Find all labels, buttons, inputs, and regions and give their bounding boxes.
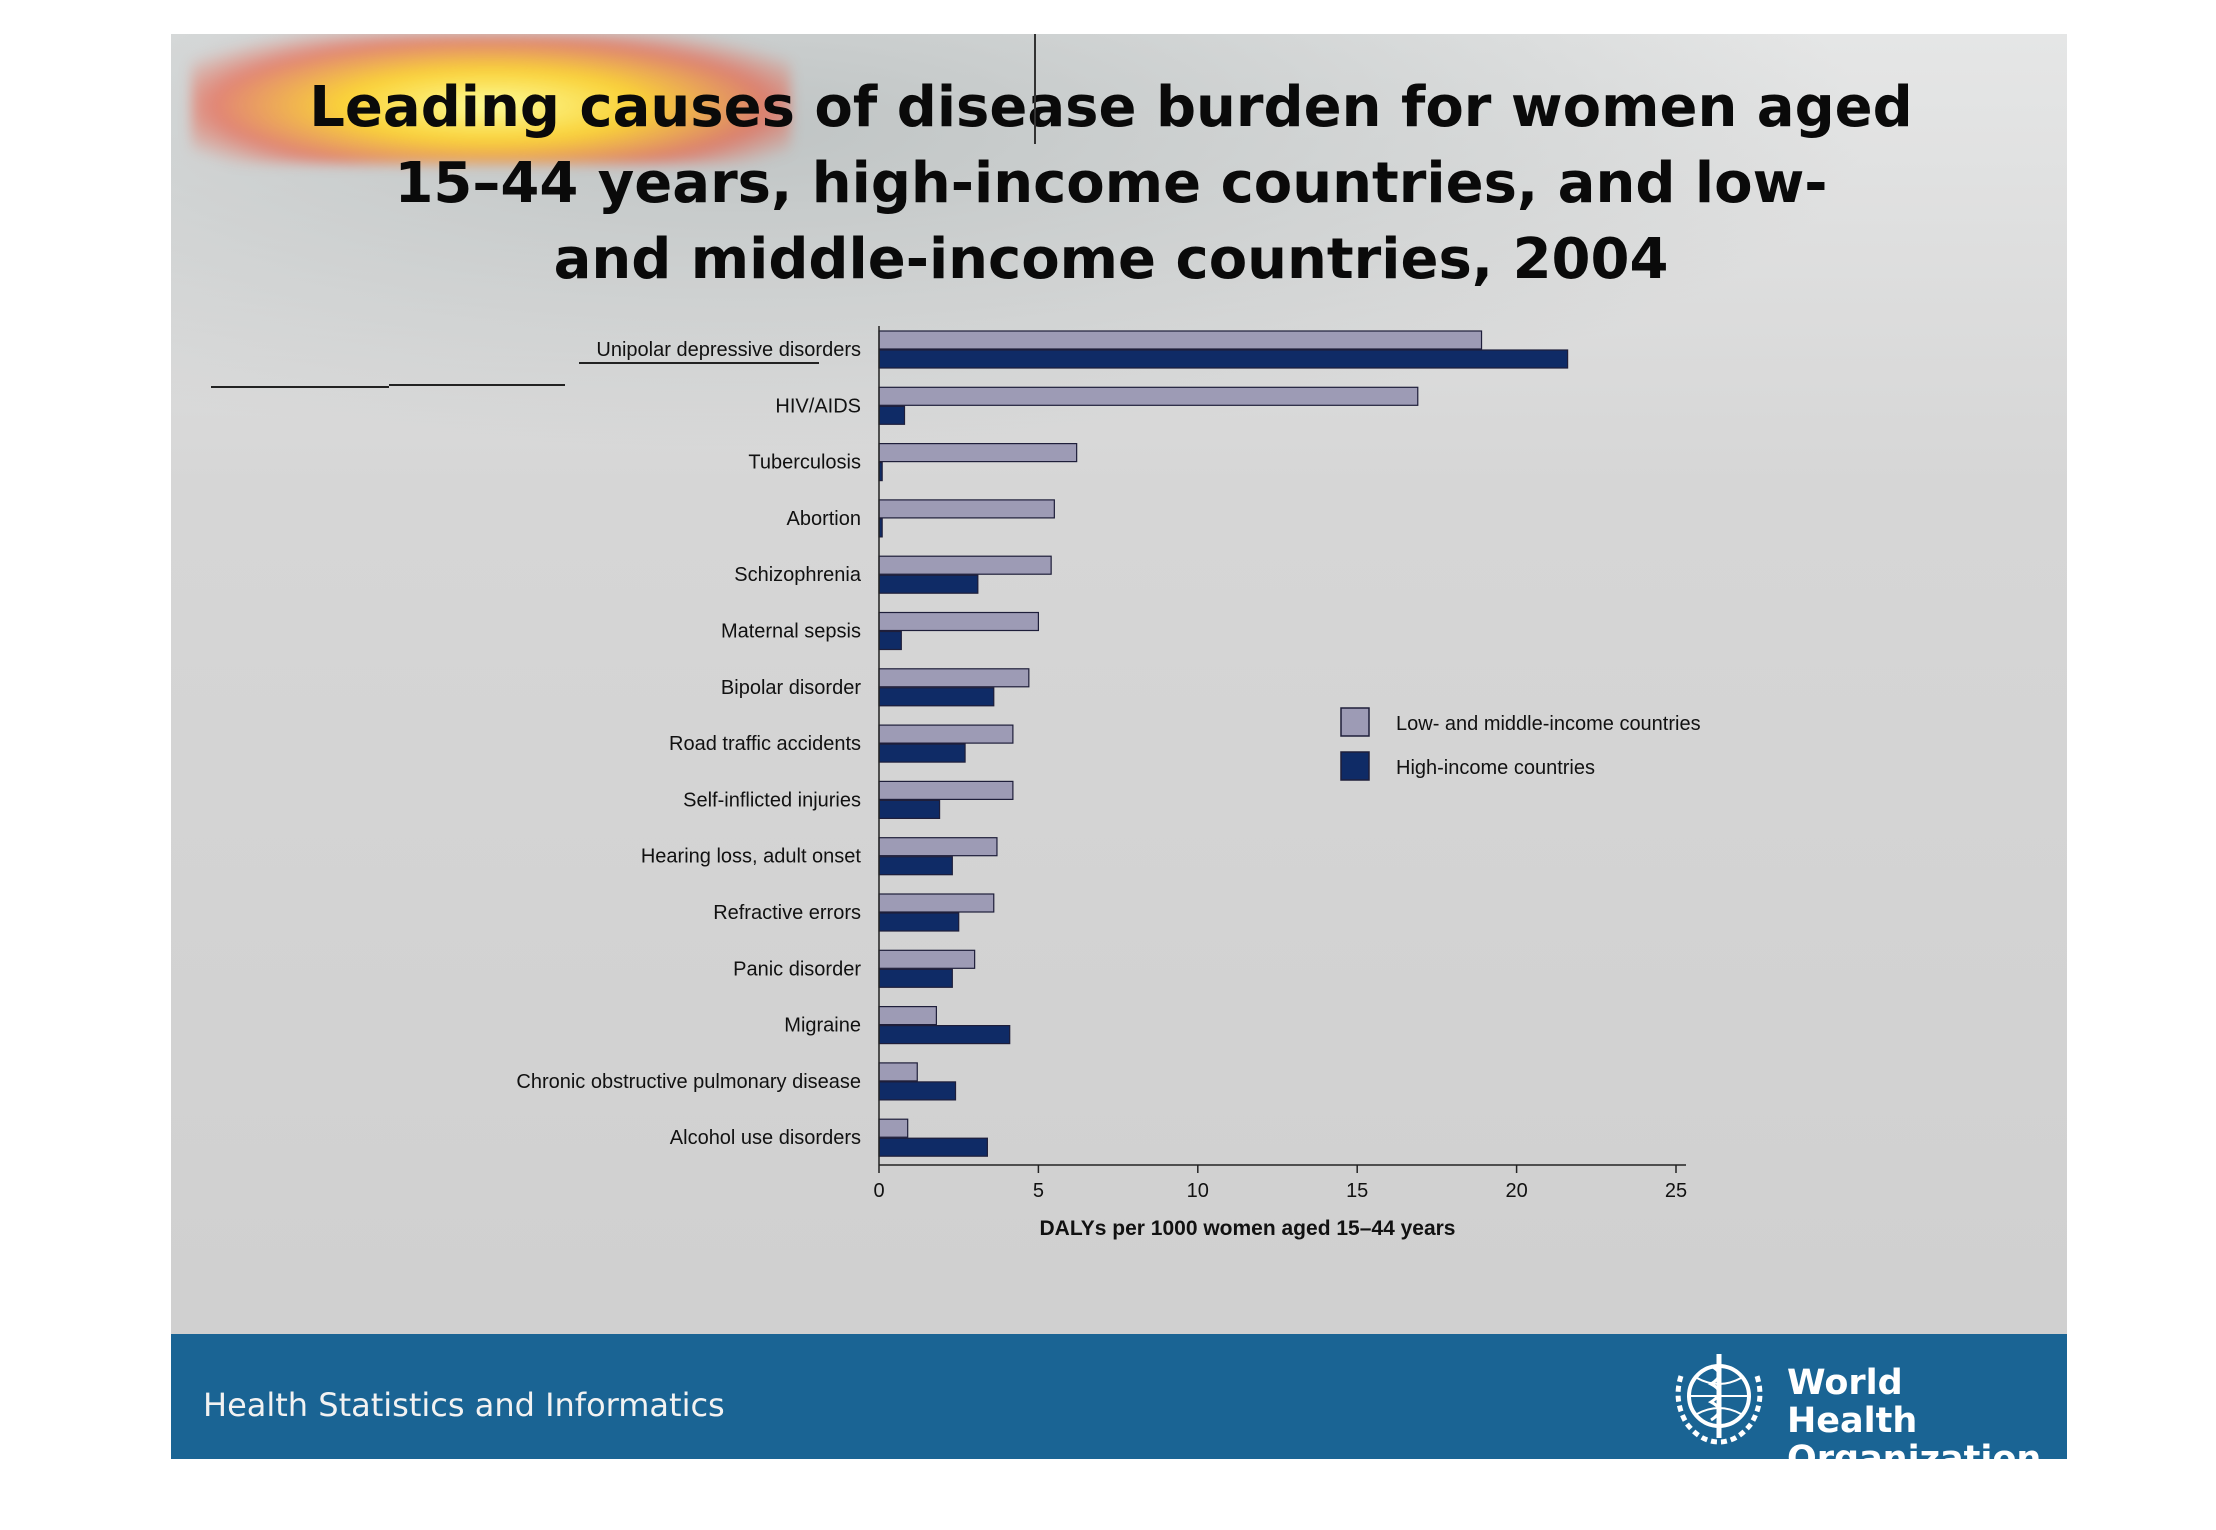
legend-swatch-high-income <box>1340 751 1370 781</box>
x-tick-label: 15 <box>1346 1180 1368 1202</box>
bar-low-middle-income <box>878 893 995 913</box>
bar-high-income <box>878 1081 957 1101</box>
x-tick-label: 0 <box>873 1180 884 1202</box>
bar-high-income <box>878 743 966 763</box>
bar-high-income <box>878 349 1569 369</box>
bar-high-income <box>878 1024 1011 1045</box>
bar-high-income <box>878 574 979 594</box>
category-label: Unipolar depressive disorders <box>596 339 861 361</box>
x-tick-label: 25 <box>1665 1180 1687 1202</box>
x-axis-title: DALYs per 1000 women aged 15–44 years <box>1040 1217 1456 1240</box>
category-label: Abortion <box>787 508 862 530</box>
category-label: Schizophrenia <box>734 564 862 586</box>
attention-heatmap-overlay <box>191 34 791 164</box>
bar-low-middle-income <box>878 386 1419 406</box>
bar-low-middle-income <box>878 837 998 857</box>
category-label: Hearing loss, adult onset <box>641 846 862 868</box>
bar-chart: Unipolar depressive disorders HIV/AIDS Tub… <box>516 326 1701 1240</box>
department-name: Health Statistics and Informatics <box>203 1386 725 1424</box>
text-cursor-line <box>1034 34 1036 144</box>
category-label: Refractive errors <box>713 902 861 924</box>
who-name: World Health Organization <box>1787 1363 2042 1459</box>
category-label: Self-inflicted injuries <box>683 789 861 811</box>
bar-low-middle-income <box>878 1005 937 1026</box>
slide: Leading causes of disease burden for wom… <box>171 34 2067 1459</box>
category-label: Tuberculosis <box>748 452 861 474</box>
bar-low-middle-income <box>878 555 1052 575</box>
category-label: Chronic obstructive pulmonary disease <box>516 1071 861 1093</box>
legend-label: Low- and middle-income countries <box>1396 713 1701 735</box>
bar-low-middle-income <box>878 330 1483 350</box>
bar-high-income <box>878 912 960 932</box>
who-emblem-icon <box>1675 1354 1763 1445</box>
x-tick-label: 20 <box>1505 1180 1527 1202</box>
bar-low-middle-income <box>878 443 1078 463</box>
bar-high-income <box>878 405 906 425</box>
annotation-line-label <box>579 362 819 364</box>
annotation-line-left <box>211 386 389 388</box>
bar-high-income <box>878 630 902 651</box>
bar-low-middle-income <box>878 724 1014 744</box>
category-label: Panic disorder <box>733 958 861 980</box>
x-tick-label: 10 <box>1187 1180 1209 1202</box>
category-label: HIV/AIDS <box>775 395 861 417</box>
bar-high-income <box>878 968 953 988</box>
category-label: Alcohol use disorders <box>670 1127 861 1149</box>
legend-label: High-income countries <box>1396 757 1595 779</box>
who-logo: World Health Organization <box>1663 1346 2041 1459</box>
annotation-line-middle <box>389 384 565 386</box>
bar-low-middle-income <box>878 499 1055 519</box>
bar-low-middle-income <box>878 1062 918 1082</box>
bar-low-middle-income <box>878 949 976 969</box>
category-label: Maternal sepsis <box>721 621 861 643</box>
category-label: Bipolar disorder <box>721 677 861 699</box>
bar-high-income <box>878 1137 988 1157</box>
footer-bar: Health Statistics and Informatics World … <box>171 1334 2067 1459</box>
bar-high-income <box>878 799 941 820</box>
bar-low-middle-income <box>878 1118 909 1138</box>
bar-high-income <box>878 687 995 707</box>
category-label: Migraine <box>784 1015 861 1037</box>
bar-high-income <box>878 856 953 876</box>
slide-title: Leading causes of disease burden for wom… <box>309 75 1913 292</box>
bar-low-middle-income <box>878 611 1039 632</box>
category-label: Road traffic accidents <box>669 733 861 755</box>
legend-swatch-low-middle-income <box>1340 707 1370 737</box>
x-tick-label: 5 <box>1033 1180 1044 1202</box>
bar-low-middle-income <box>878 668 1030 688</box>
bar-low-middle-income <box>878 780 1014 801</box>
